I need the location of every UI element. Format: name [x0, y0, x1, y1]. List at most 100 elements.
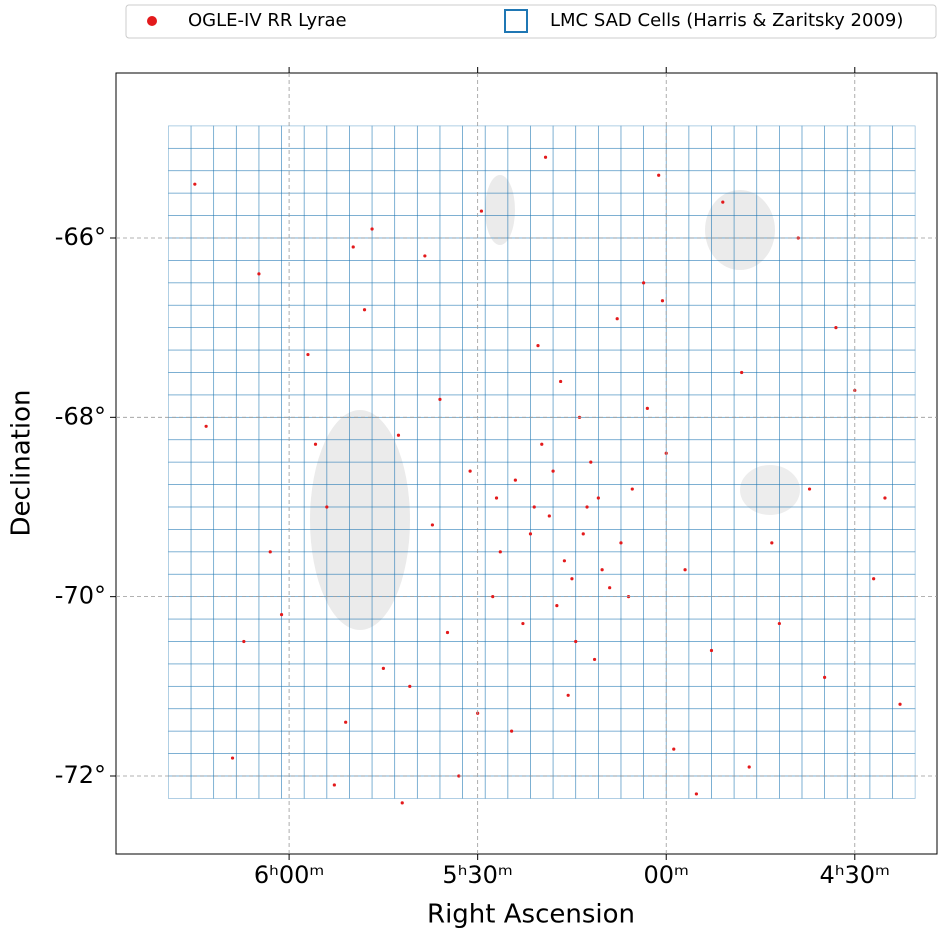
sad-cell [869, 192, 893, 216]
sad-cell [824, 304, 848, 329]
sad-cell [281, 573, 305, 598]
sad-cell [552, 618, 577, 642]
sad-cell [168, 439, 192, 463]
sad-cell [575, 685, 599, 710]
rr-lyrae-point [562, 559, 567, 563]
sad-cell [462, 327, 486, 351]
sad-cell [824, 282, 848, 306]
sad-cell [892, 125, 916, 149]
sad-cell [281, 260, 305, 284]
rr-lyrae-point [204, 424, 208, 428]
sad-cell [484, 416, 509, 441]
sad-cell [258, 439, 282, 463]
sad-cell [643, 529, 667, 553]
sad-cell [326, 663, 350, 687]
sad-cell [869, 349, 893, 373]
sad-cell [892, 641, 916, 665]
sad-cell [326, 237, 350, 261]
sad-cell [597, 685, 622, 710]
sad-cell [892, 304, 916, 329]
sad-cell [824, 596, 848, 620]
sad-cell [190, 372, 215, 396]
sad-cell [552, 416, 577, 441]
sad-cell [462, 170, 486, 194]
sad-cell [281, 461, 305, 485]
sad-cell [507, 641, 531, 665]
sad-cell [643, 708, 667, 732]
sad-cell [281, 685, 305, 710]
sad-cell [711, 573, 735, 598]
sad-cell [801, 573, 825, 598]
sad-cell [597, 596, 622, 620]
sad-cell [258, 618, 282, 642]
sad-cell [552, 730, 577, 754]
sad-cell [213, 372, 237, 396]
sad-cell [620, 529, 644, 553]
sad-cell [688, 170, 712, 194]
sad-cell [892, 573, 916, 598]
sad-cell [213, 192, 237, 216]
sad-cell [168, 551, 192, 575]
sad-cell [688, 349, 712, 373]
sad-cell [711, 641, 735, 665]
sad-cell [530, 372, 554, 396]
sad-cell [779, 394, 803, 418]
sad-cell [597, 708, 622, 732]
sad-cell [869, 753, 893, 777]
sad-cell [869, 484, 893, 508]
sad-cell [258, 304, 282, 329]
rr-lyrae-point [740, 370, 744, 375]
rr-lyrae-point [332, 783, 336, 787]
sad-cell [462, 484, 486, 508]
x-tick-label: 5ʰ30ᵐ [442, 861, 512, 889]
sad-cell [575, 237, 599, 261]
sad-cell [846, 215, 871, 239]
sad-cell [824, 349, 848, 373]
sad-cell [168, 461, 192, 485]
sad-cell [575, 439, 599, 463]
sad-cell [597, 416, 622, 441]
sad-cell [665, 170, 690, 194]
sad-cell [643, 461, 667, 485]
sad-cell [688, 596, 712, 620]
sad-cell [394, 775, 418, 799]
sad-cell [846, 506, 871, 530]
sad-cell [892, 551, 916, 575]
points [193, 155, 902, 805]
rr-lyrae-point [396, 433, 401, 437]
sad-cell [575, 529, 599, 553]
rr-lyrae-point [823, 675, 827, 679]
sad-cell [801, 753, 825, 777]
sad-cell [235, 215, 260, 239]
sad-cell [892, 282, 916, 306]
rr-lyrae-point [589, 460, 593, 464]
sad-cell [281, 663, 305, 687]
sad-cell [462, 372, 486, 396]
sad-cell [801, 596, 825, 620]
x-axis-label: Right Ascension [427, 900, 635, 930]
sad-cell [190, 708, 215, 732]
sad-cell [779, 372, 803, 396]
sad-cell [213, 349, 237, 373]
sad-cell [665, 394, 690, 418]
sad-cell [643, 349, 667, 373]
sad-cell [258, 506, 282, 530]
rr-lyrae-point [547, 514, 551, 518]
sad-cell [779, 573, 803, 598]
sad-cell [371, 215, 396, 239]
sad-cell [190, 730, 215, 754]
sad-cell [326, 125, 350, 149]
sad-cell [620, 573, 644, 598]
sad-cell [756, 147, 780, 172]
sad-cell [711, 730, 735, 754]
sad-cell [733, 529, 758, 553]
sad-cell [394, 260, 418, 284]
sad-cell [552, 663, 577, 687]
sad-cell [846, 372, 871, 396]
sad-cell [168, 192, 192, 216]
sad-cell [688, 461, 712, 485]
rr-lyrae-point [872, 577, 876, 581]
sad-cell [846, 304, 871, 329]
sad-cell [281, 596, 305, 620]
sad-cell [168, 170, 192, 194]
